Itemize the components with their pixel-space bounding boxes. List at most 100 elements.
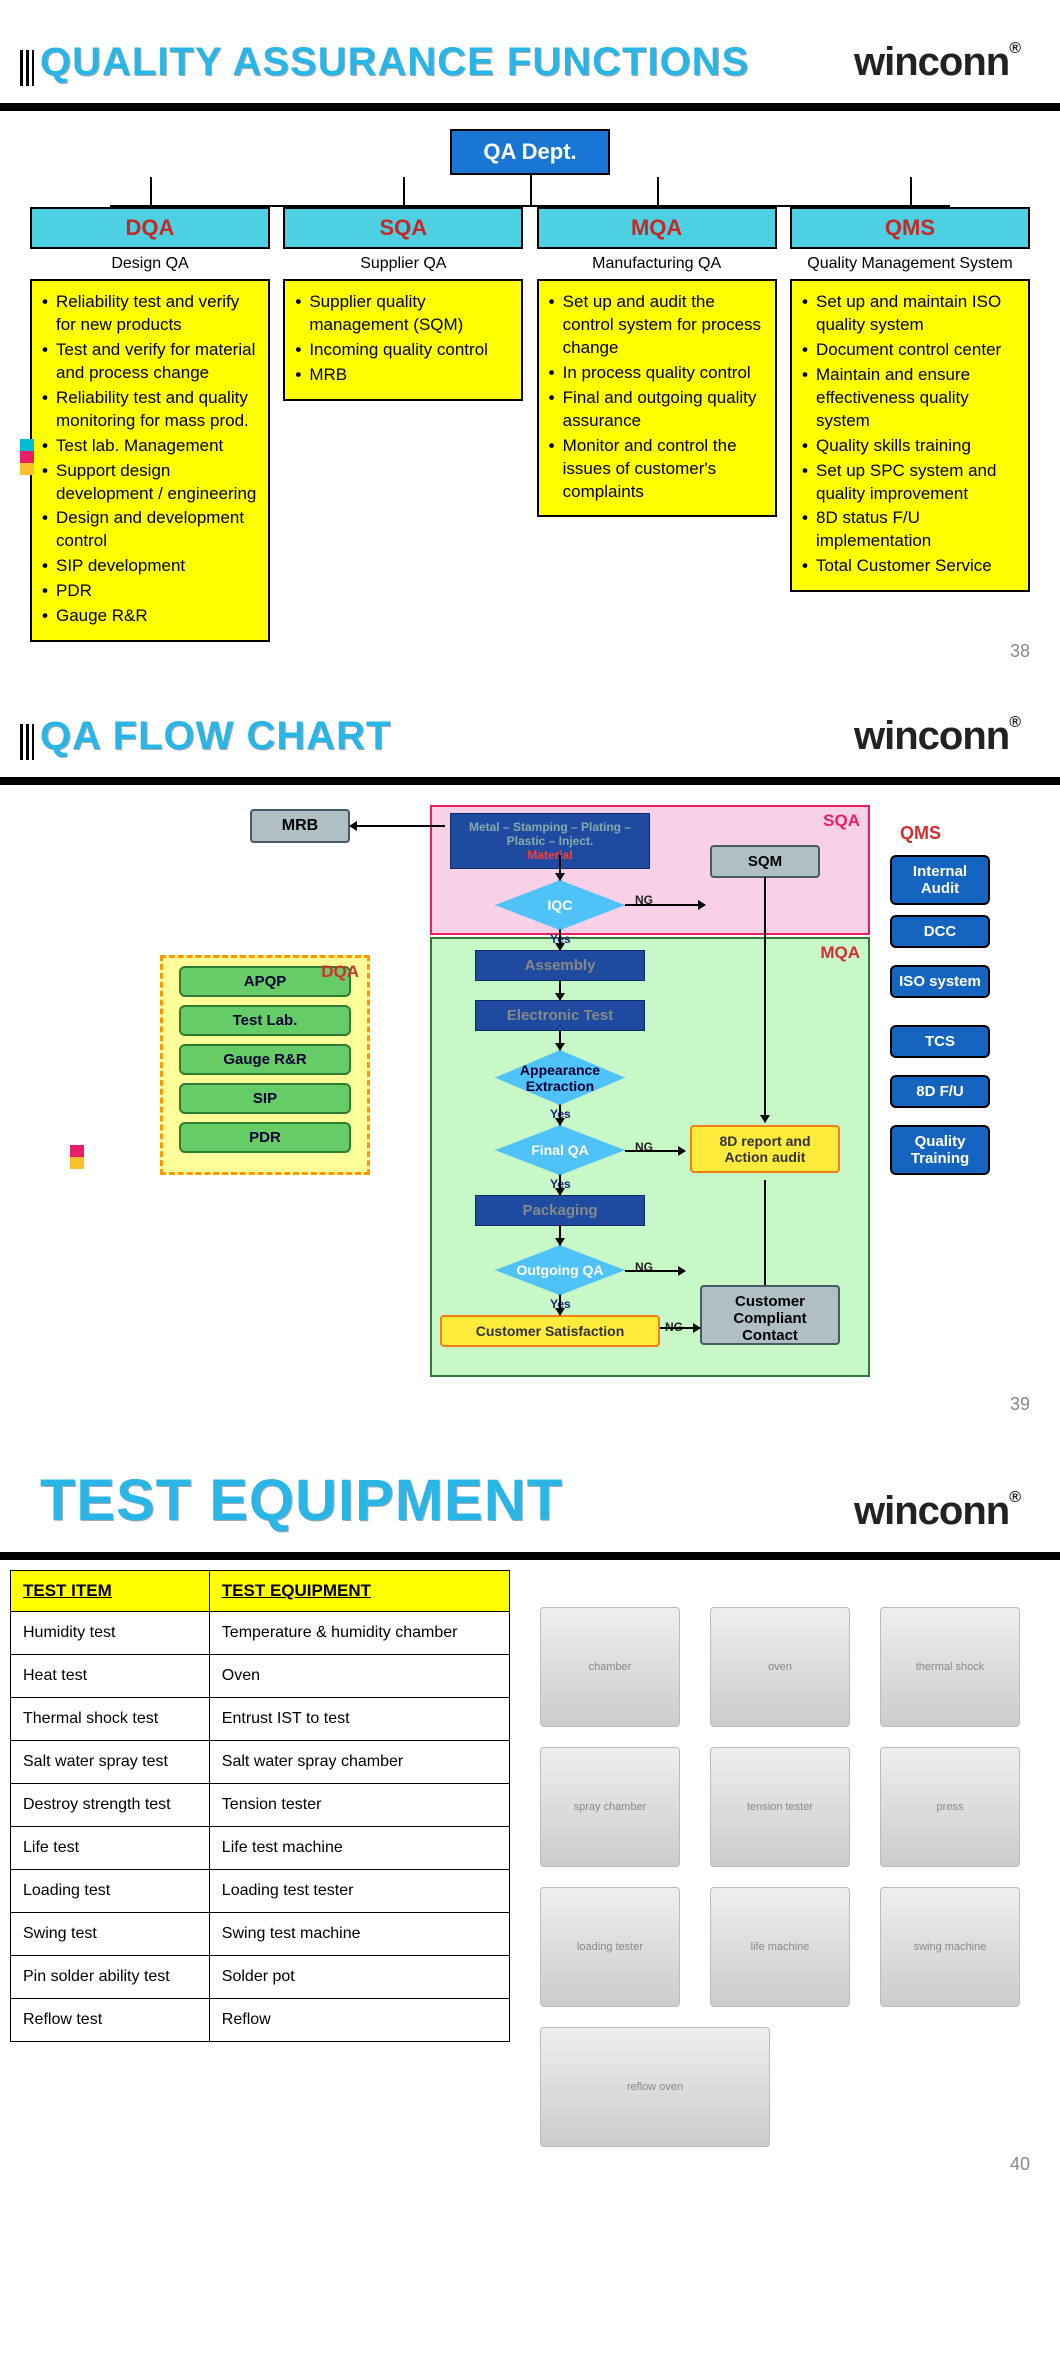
qms-item: Internal Audit xyxy=(890,855,990,905)
list-item: Set up and audit the control system for … xyxy=(549,291,765,360)
list-item: Maintain and ensure effectiveness qualit… xyxy=(802,364,1018,433)
title-row: QA FLOW CHART winconn® xyxy=(0,674,1060,769)
table-row: Loading testLoading test tester xyxy=(11,1870,510,1913)
list-item: Gauge R&R xyxy=(42,605,258,628)
list-item: Monitor and control the issues of custom… xyxy=(549,435,765,504)
list-item: 8D status F/U implementation xyxy=(802,507,1018,553)
packaging-box: Packaging xyxy=(475,1195,645,1226)
col-header: TEST ITEM xyxy=(11,1571,210,1612)
list-item: PDR xyxy=(42,580,258,603)
list-item: Design and development control xyxy=(42,507,258,553)
cell: Solder pot xyxy=(209,1956,509,1999)
divider xyxy=(0,777,1060,785)
table-row: Heat testOven xyxy=(11,1655,510,1698)
arrow xyxy=(559,1225,561,1245)
cell: Humidity test xyxy=(11,1612,210,1655)
list-item: Set up SPC system and quality improvemen… xyxy=(802,460,1018,506)
brand-logo: winconn® xyxy=(854,714,1020,759)
col-dqa: DQA Design QA Reliability test and verif… xyxy=(30,207,270,642)
arrow xyxy=(625,1150,685,1152)
table-row: Reflow testReflow xyxy=(11,1999,510,2042)
cell: Reflow test xyxy=(11,1999,210,2042)
arrow xyxy=(764,1180,766,1285)
divider xyxy=(0,103,1060,111)
qms-item: 8D F/U xyxy=(890,1075,990,1108)
cell: Entrust IST to test xyxy=(209,1698,509,1741)
list-item: MRB xyxy=(295,364,511,387)
head-mqa: MQA xyxy=(537,207,777,249)
brand-logo: winconn® xyxy=(854,40,1020,85)
equip-image: swing machine xyxy=(880,1887,1020,2007)
cell: Pin solder ability test xyxy=(11,1956,210,1999)
equip-image: reflow oven xyxy=(540,2027,770,2147)
cell: Swing test xyxy=(11,1913,210,1956)
list-item: Support design development / engineering xyxy=(42,460,258,506)
material-detail: Metal – Stamping – Plating – Plastic – I… xyxy=(469,820,631,848)
sub-dqa: Design QA xyxy=(30,249,270,279)
qms-item: Quality Training xyxy=(890,1125,990,1175)
arrow xyxy=(559,1030,561,1050)
slide-title: QUALITY ASSURANCE FUNCTIONS xyxy=(40,40,749,85)
list-item: Reliability test and quality monitoring … xyxy=(42,387,258,433)
cell: Heat test xyxy=(11,1655,210,1698)
cell: Loading test xyxy=(11,1870,210,1913)
list-item: In process quality control xyxy=(549,362,765,385)
cell: Life test machine xyxy=(209,1827,509,1870)
dqa-item: Gauge R&R xyxy=(179,1044,351,1075)
csat-box: Customer Satisfaction xyxy=(440,1315,660,1347)
cell: Oven xyxy=(209,1655,509,1698)
head-dqa: DQA xyxy=(30,207,270,249)
sub-qms: Quality Management System xyxy=(790,249,1030,279)
material-box: Metal – Stamping – Plating – Plastic – I… xyxy=(450,813,650,869)
zone-dqa: DQA APQP Test Lab. Gauge R&R SIP PDR xyxy=(160,955,370,1175)
equip-image: thermal shock xyxy=(880,1607,1020,1727)
qms-item: ISO system xyxy=(890,965,990,998)
slide-qa-functions: QUALITY ASSURANCE FUNCTIONS winconn® QA … xyxy=(0,0,1060,674)
head-qms: QMS xyxy=(790,207,1030,249)
org-columns: DQA Design QA Reliability test and verif… xyxy=(30,207,1030,642)
cell: Life test xyxy=(11,1827,210,1870)
arrow xyxy=(559,855,561,880)
arrow xyxy=(625,1270,685,1272)
etest-box: Electronic Test xyxy=(475,1000,645,1031)
org-chart: QA Dept. DQA Design QA Reliability test … xyxy=(0,119,1060,652)
accent-bars xyxy=(70,1145,84,1195)
cell: Salt water spray test xyxy=(11,1741,210,1784)
table-row: Humidity testTemperature & humidity cham… xyxy=(11,1612,510,1655)
slide-title: TEST EQUIPMENT xyxy=(40,1467,563,1534)
table-row: Thermal shock testEntrust IST to test xyxy=(11,1698,510,1741)
mrb-box: MRB xyxy=(250,809,350,843)
equip-image: loading tester xyxy=(540,1887,680,2007)
title-row: QUALITY ASSURANCE FUNCTIONS winconn® xyxy=(0,0,1060,95)
divider xyxy=(0,1552,1060,1560)
sqm-box: SQM xyxy=(710,845,820,878)
accent-bars xyxy=(20,439,34,489)
arrow xyxy=(559,930,561,950)
title-row: TEST EQUIPMENT winconn® xyxy=(0,1427,1060,1544)
qa-dept-box: QA Dept. xyxy=(450,129,610,175)
slide-test-equipment: TEST EQUIPMENT winconn® TEST ITEM TEST E… xyxy=(0,1427,1060,2187)
brand-logo: winconn® xyxy=(854,1489,1020,1534)
list-item: Test lab. Management xyxy=(42,435,258,458)
list-item: SIP development xyxy=(42,555,258,578)
list-item: Incoming quality control xyxy=(295,339,511,362)
arrow xyxy=(350,825,445,827)
arrow xyxy=(764,877,766,1122)
cell: Thermal shock test xyxy=(11,1698,210,1741)
arrow xyxy=(660,1327,700,1329)
sub-mqa: Manufacturing QA xyxy=(537,249,777,279)
table-row: Life testLife test machine xyxy=(11,1827,510,1870)
col-qms: QMS Quality Management System Set up and… xyxy=(790,207,1030,642)
head-sqa: SQA xyxy=(283,207,523,249)
page-number: 38 xyxy=(1010,641,1030,662)
cell: Tension tester xyxy=(209,1784,509,1827)
zone-label-sqa: SQA xyxy=(823,811,860,831)
decor-bars xyxy=(20,50,34,86)
arrow xyxy=(625,904,705,906)
list-item: Reliability test and verify for new prod… xyxy=(42,291,258,337)
table-row: Destroy strength testTension tester xyxy=(11,1784,510,1827)
list-item: Supplier quality management (SQM) xyxy=(295,291,511,337)
cell: Reflow xyxy=(209,1999,509,2042)
qms-item: DCC xyxy=(890,915,990,948)
equip-image: oven xyxy=(710,1607,850,1727)
